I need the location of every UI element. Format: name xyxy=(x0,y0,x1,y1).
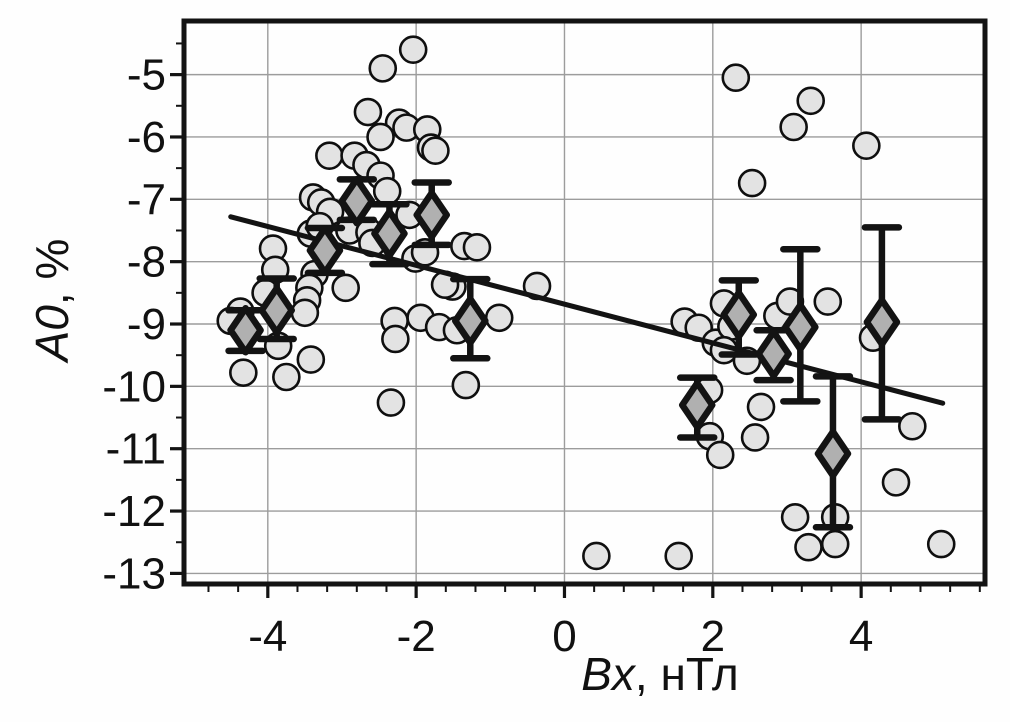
scatter-point xyxy=(484,303,514,333)
y-tick-label: -9 xyxy=(127,300,166,349)
scatter-point xyxy=(582,541,611,571)
scatter-point xyxy=(315,141,344,170)
scatter-point xyxy=(813,287,843,316)
x-axis-variable: Bx xyxy=(581,648,635,700)
x-tick-label: -2 xyxy=(397,612,436,661)
scatter-point xyxy=(398,35,428,64)
y-axis-unit: , % xyxy=(26,238,78,306)
scatter-point xyxy=(421,136,450,165)
mean-diamond xyxy=(720,289,758,340)
x-tick-label: 4 xyxy=(849,612,873,661)
plot-frame xyxy=(181,18,988,587)
scatter-point xyxy=(737,168,767,198)
scatter-point xyxy=(376,388,406,417)
scatter-point xyxy=(366,122,395,152)
mean-diamond xyxy=(338,175,376,227)
x-tick-label: 2 xyxy=(701,612,725,661)
x-tick-label: -4 xyxy=(248,612,287,661)
mean-diamond xyxy=(863,296,901,348)
mean-diamond xyxy=(227,304,264,356)
scatter-point xyxy=(353,97,383,127)
scatter-point xyxy=(780,502,810,532)
mean-diamond xyxy=(452,295,489,347)
y-tick-label: -5 xyxy=(127,51,166,100)
scatter-point xyxy=(746,392,776,422)
scatter-point xyxy=(779,112,808,142)
scatter-point xyxy=(705,440,735,470)
axis-ticks xyxy=(170,42,981,598)
scatter-point xyxy=(852,131,881,160)
y-tick-label: -11 xyxy=(106,425,166,474)
scatter-point xyxy=(664,541,693,571)
y-tick-label: -12 xyxy=(102,487,166,536)
trend-line xyxy=(228,214,946,406)
scatter-point xyxy=(296,345,326,374)
mean-diamond xyxy=(814,428,852,479)
mean-diamond xyxy=(782,301,819,353)
scatter-point xyxy=(372,176,402,206)
scatter-point xyxy=(451,370,481,400)
y-tick-label: -6 xyxy=(127,113,166,162)
scatter-point xyxy=(898,411,927,441)
tick-labels: -4 -2 0 2 4 -5 -6 -7 -8 -9 -10 -11 -12 -13 xyxy=(102,51,873,661)
mean-diamond xyxy=(371,208,408,259)
mean-diamond xyxy=(678,379,716,431)
trend-line-group xyxy=(228,214,946,406)
y-tick-label: -10 xyxy=(102,362,166,411)
scatter-point xyxy=(462,233,492,262)
scatter-point xyxy=(290,298,320,328)
scatter-point xyxy=(721,63,751,93)
x-tick-label: 0 xyxy=(552,612,576,661)
scatter-point xyxy=(794,532,823,562)
x-axis-unit: , нТл xyxy=(634,648,739,700)
y-tick-label: -13 xyxy=(102,549,166,598)
scatter-point xyxy=(926,529,956,559)
scatter-point xyxy=(796,86,826,116)
scatter-point xyxy=(331,273,360,303)
mean-diamond xyxy=(413,189,450,241)
scatter-points xyxy=(216,35,956,571)
scatter-point xyxy=(229,358,258,387)
y-tick-label: -7 xyxy=(127,175,166,224)
scatter-point xyxy=(881,468,911,497)
mean-diamond xyxy=(755,328,792,380)
scatter-point xyxy=(820,529,850,559)
grid-lines xyxy=(184,21,985,584)
y-axis-title: A0, % xyxy=(24,150,80,450)
y-axis-variable: A0 xyxy=(26,305,78,362)
mean-points xyxy=(225,175,903,531)
x-axis-title: Bx, нТл xyxy=(460,646,860,702)
scatter-point xyxy=(381,324,410,354)
scatter-point xyxy=(368,54,398,83)
scatter-point xyxy=(272,362,301,392)
mean-diamond xyxy=(306,225,344,276)
y-tick-label: -8 xyxy=(127,238,166,287)
mean-diamond xyxy=(258,285,295,336)
scatter-point xyxy=(740,423,770,452)
